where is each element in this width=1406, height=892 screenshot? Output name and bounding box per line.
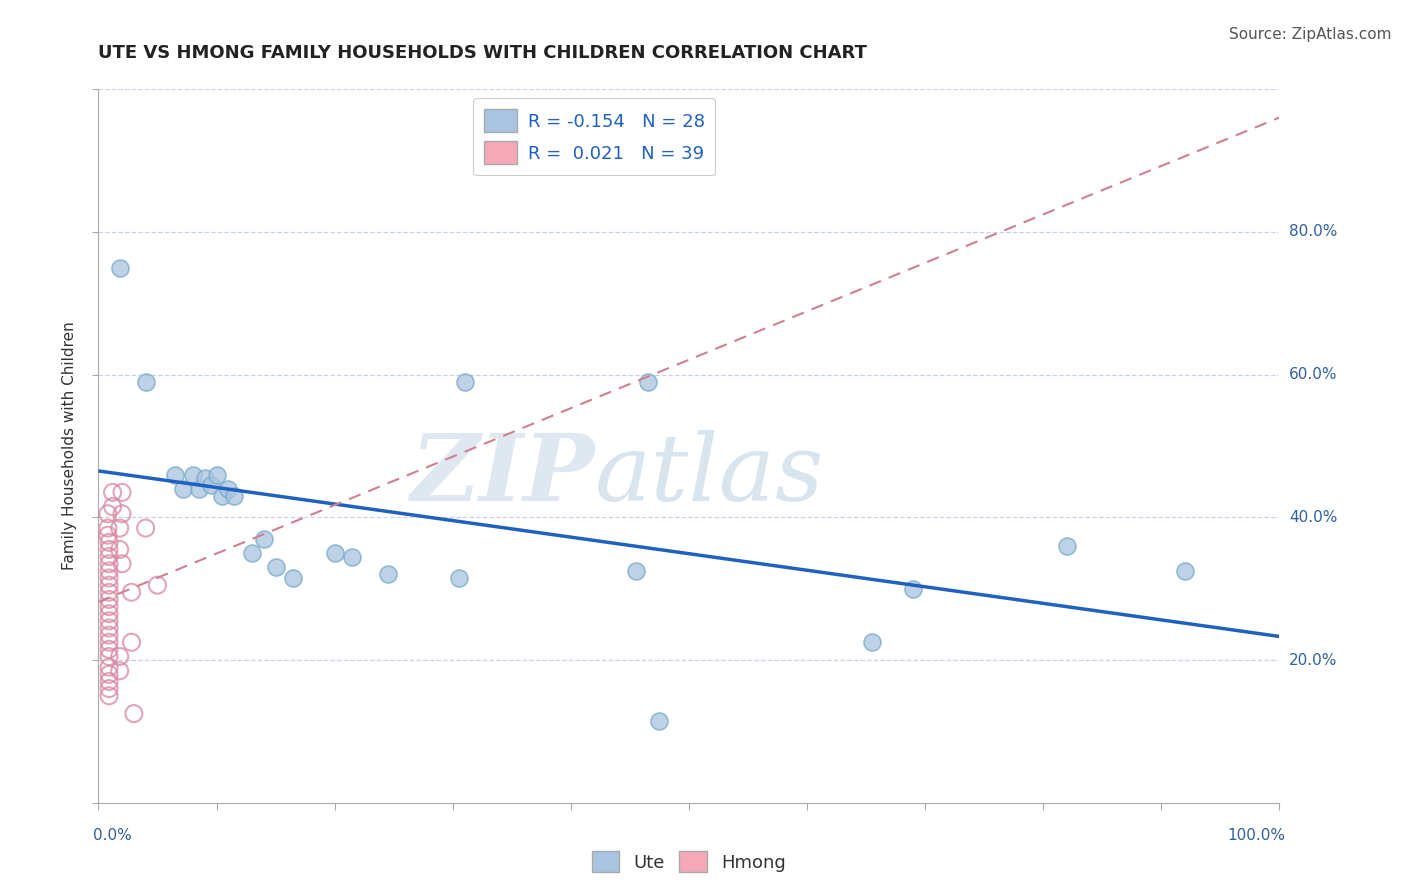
- Text: 60.0%: 60.0%: [1289, 368, 1337, 382]
- Point: [146, 578, 169, 592]
- Point: [211, 489, 233, 503]
- Point: [121, 585, 143, 599]
- Point: [108, 260, 131, 275]
- Point: [97, 507, 120, 521]
- Text: atlas: atlas: [595, 430, 824, 519]
- Text: UTE VS HMONG FAMILY HOUSEHOLDS WITH CHILDREN CORRELATION CHART: UTE VS HMONG FAMILY HOUSEHOLDS WITH CHIL…: [98, 45, 868, 62]
- Point: [98, 571, 121, 585]
- Point: [98, 642, 121, 657]
- Text: 100.0%: 100.0%: [1227, 828, 1285, 843]
- Text: 0.0%: 0.0%: [93, 828, 131, 843]
- Point: [108, 542, 131, 557]
- Point: [98, 535, 121, 549]
- Point: [122, 706, 145, 721]
- Point: [205, 467, 228, 482]
- Point: [98, 564, 121, 578]
- Point: [1174, 564, 1197, 578]
- Point: [98, 635, 121, 649]
- Point: [97, 521, 120, 535]
- Point: [264, 560, 287, 574]
- Point: [135, 375, 157, 389]
- Point: [624, 564, 647, 578]
- Point: [98, 557, 121, 571]
- Point: [98, 614, 121, 628]
- Point: [903, 582, 925, 596]
- Point: [224, 489, 246, 503]
- Point: [377, 567, 399, 582]
- Text: 80.0%: 80.0%: [1289, 225, 1337, 239]
- Point: [98, 667, 121, 681]
- Point: [98, 599, 121, 614]
- Point: [98, 674, 121, 689]
- Point: [200, 478, 222, 492]
- Point: [283, 571, 305, 585]
- Legend: Ute, Hmong: Ute, Hmong: [585, 844, 793, 880]
- Point: [101, 500, 124, 514]
- Point: [98, 660, 121, 674]
- Point: [98, 549, 121, 564]
- Point: [98, 649, 121, 664]
- Point: [98, 689, 121, 703]
- Point: [98, 628, 121, 642]
- Text: Source: ZipAtlas.com: Source: ZipAtlas.com: [1229, 27, 1392, 42]
- Text: ZIP: ZIP: [411, 430, 595, 519]
- Text: 20.0%: 20.0%: [1289, 653, 1337, 667]
- Point: [108, 521, 131, 535]
- Point: [111, 557, 134, 571]
- Point: [98, 578, 121, 592]
- Y-axis label: Family Households with Children: Family Households with Children: [62, 322, 77, 570]
- Point: [101, 485, 124, 500]
- Point: [187, 482, 209, 496]
- Point: [98, 621, 121, 635]
- Point: [108, 649, 131, 664]
- Point: [121, 635, 143, 649]
- Point: [165, 467, 187, 482]
- Point: [111, 507, 134, 521]
- Text: 40.0%: 40.0%: [1289, 510, 1337, 524]
- Point: [108, 664, 131, 678]
- Point: [97, 528, 120, 542]
- Point: [648, 714, 671, 728]
- Point: [323, 546, 346, 560]
- Point: [111, 485, 134, 500]
- Point: [98, 681, 121, 696]
- Point: [98, 592, 121, 607]
- Point: [98, 607, 121, 621]
- Point: [1056, 539, 1078, 553]
- Point: [172, 482, 194, 496]
- Point: [637, 375, 659, 389]
- Point: [342, 549, 364, 564]
- Point: [253, 532, 276, 546]
- Point: [98, 585, 121, 599]
- Point: [217, 482, 239, 496]
- Point: [135, 521, 157, 535]
- Point: [453, 375, 475, 389]
- Point: [181, 467, 204, 482]
- Point: [860, 635, 883, 649]
- Point: [447, 571, 470, 585]
- Point: [194, 471, 217, 485]
- Point: [98, 542, 121, 557]
- Point: [240, 546, 263, 560]
